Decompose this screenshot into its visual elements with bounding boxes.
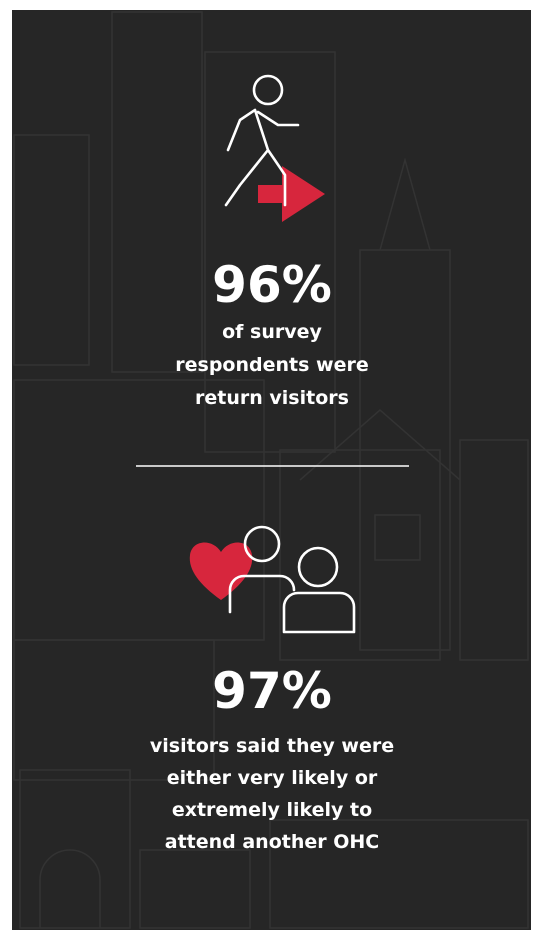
stat-text: attend another OHC [165,831,380,853]
stat-text: extremely likely to [172,799,372,821]
walking-icon [224,74,325,222]
stat-text: visitors said they were [150,735,394,757]
panel [12,10,531,930]
people-icon [189,525,356,634]
stat-value: 97% [212,662,332,720]
stat-text: return visitors [195,387,349,409]
stat-text: either very likely or [167,767,378,789]
stat-value: 96% [212,256,332,314]
background-buildings [13,11,529,929]
stat-text: of survey [222,321,322,343]
stat-text: respondents were [175,354,368,376]
